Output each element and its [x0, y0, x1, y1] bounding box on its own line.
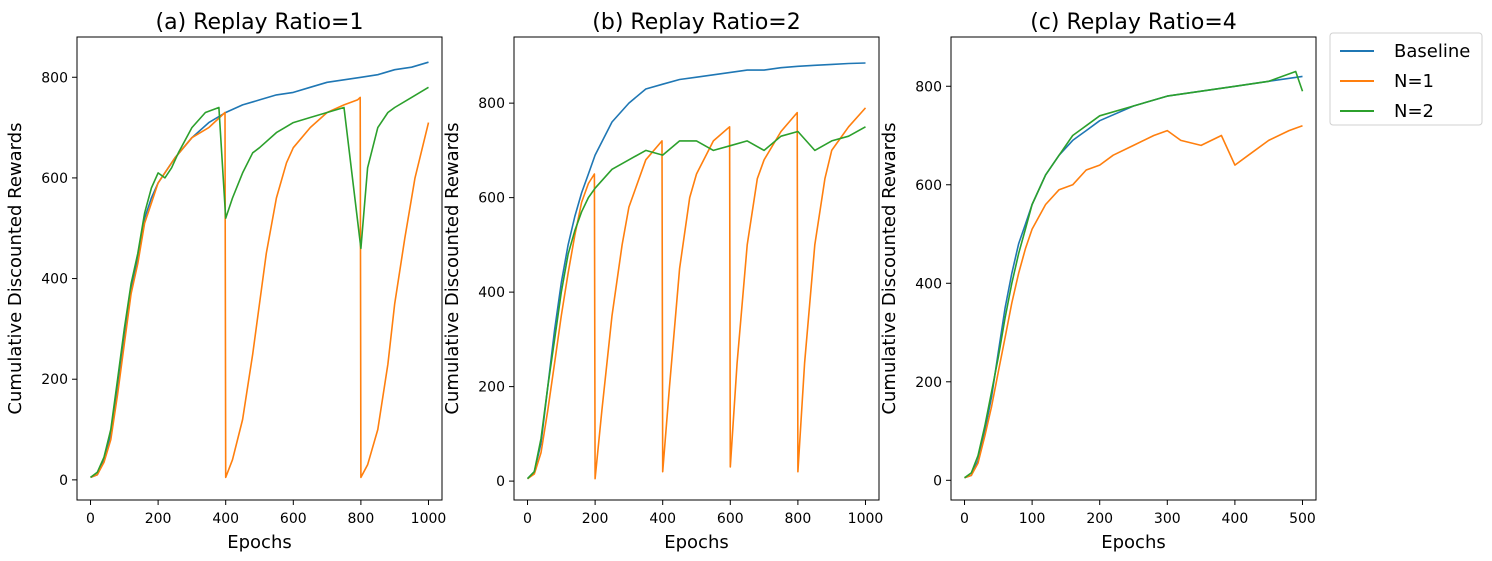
- chart-panel-3: 0 100 200 300 400 500 0 200 400 600 800 (c) Replay …: [879, 10, 1317, 553]
- y-tick-label: 200: [478, 380, 505, 396]
- y-tick-label: 200: [915, 375, 942, 391]
- series-line-baseline: [90, 61, 429, 479]
- legend-label: N=1: [1394, 71, 1434, 92]
- y-axis-label: Cumulative Discounted Rewards: [442, 122, 463, 414]
- series-line-n-2: [964, 70, 1304, 479]
- legend: Baseline N=1 N=2: [1329, 32, 1483, 126]
- y-tick-label: 800: [41, 70, 68, 86]
- x-tick-label: 200: [1086, 511, 1113, 527]
- legend-label: Baseline: [1394, 41, 1470, 62]
- x-tick-label: 0: [960, 511, 969, 527]
- chart-title: (a) Replay Ratio=1: [156, 10, 364, 35]
- chart-panel-2: 0 200 400 600 800 1000 0 200 400 600 800 (b) Replay…: [442, 10, 883, 553]
- x-tick-label: 600: [280, 511, 307, 527]
- legend-label: N=2: [1394, 101, 1434, 122]
- axes-frame: [513, 36, 880, 501]
- x-axis-label: Epochs: [1101, 532, 1166, 553]
- legend-box: [1329, 32, 1483, 126]
- x-tick-label: 100: [1019, 511, 1046, 527]
- y-tick-label: 800: [478, 96, 505, 112]
- x-tick-label: 800: [785, 511, 812, 527]
- y-tick-label: 600: [915, 178, 942, 194]
- y-tick-label: 600: [478, 191, 505, 207]
- series-line-n-2: [526, 126, 866, 480]
- x-tick-label: 200: [145, 511, 172, 527]
- x-tick-label: 400: [212, 511, 239, 527]
- series-line-n-1: [964, 124, 1303, 479]
- y-axis-label: Cumulative Discounted Rewards: [879, 122, 900, 414]
- x-tick-label: 0: [523, 511, 532, 527]
- chart-title: (b) Replay Ratio=2: [592, 10, 800, 35]
- x-tick-label: 600: [717, 511, 744, 527]
- x-tick-label: 800: [348, 511, 375, 527]
- y-tick-label: 0: [59, 473, 68, 489]
- series-line-baseline: [526, 62, 866, 480]
- y-tick-label: 0: [496, 474, 505, 490]
- y-axis-label: Cumulative Discounted Rewards: [5, 122, 26, 414]
- x-tick-label: 300: [1154, 511, 1181, 527]
- x-axis-label: Epochs: [664, 532, 729, 553]
- x-tick-label: 400: [649, 511, 676, 527]
- y-tick-label: 0: [933, 473, 942, 489]
- y-tick-label: 400: [41, 272, 68, 288]
- series-line-baseline: [964, 75, 1303, 479]
- x-tick-label: 400: [1222, 511, 1249, 527]
- series-line-n-1: [527, 107, 867, 480]
- x-tick-label: 200: [582, 511, 609, 527]
- y-tick-label: 800: [915, 79, 942, 95]
- x-tick-label: 1000: [411, 511, 447, 527]
- chart-panel-1: 0 200 400 600 800 1000 0 200 400 600 800 (a) Replay…: [5, 10, 446, 553]
- x-tick-label: 500: [1289, 511, 1316, 527]
- y-tick-label: 400: [478, 285, 505, 301]
- x-tick-label: 0: [86, 511, 95, 527]
- x-tick-label: 1000: [848, 511, 884, 527]
- y-tick-label: 200: [41, 372, 68, 388]
- y-tick-label: 600: [41, 171, 68, 187]
- x-axis-label: Epochs: [227, 532, 292, 553]
- series-line-n-2: [90, 86, 429, 479]
- axes-frame: [76, 36, 443, 501]
- axes-frame: [950, 36, 1317, 501]
- y-tick-label: 400: [915, 276, 942, 292]
- series-line-n-1: [90, 96, 430, 479]
- chart-title: (c) Replay Ratio=4: [1030, 10, 1237, 35]
